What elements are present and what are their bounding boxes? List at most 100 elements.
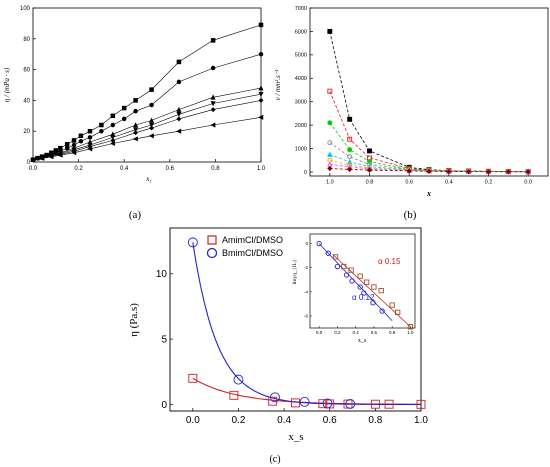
panel-c-legend: AmimCl/DMSO BmimCl/DMSO xyxy=(206,235,283,259)
inset-axis-ticks: 0.0 0.2 0.4 0.6 0.8 1.0 0 -2 -4 -6 xyxy=(304,241,414,335)
panel-c: 0.0 0.2 0.4 0.6 0.8 1.0 0 5 10 AmimCl/DMSO BmimC… xyxy=(128,227,429,465)
panel-b-point-7 xyxy=(525,169,531,175)
panel-c-x-tick-label: 0.2 xyxy=(232,415,246,426)
inset-point-bmimcl xyxy=(357,284,363,290)
panel-b-point-7 xyxy=(505,169,511,175)
panel-b-series xyxy=(327,28,531,175)
panel-a-point-square xyxy=(110,113,116,119)
panel-a-point-triangle-up xyxy=(149,117,155,123)
inset-annotation-amimcl: α 0.15 xyxy=(378,257,401,266)
panel-a-point-circle xyxy=(133,108,138,114)
panel-b-y-tick-label: 2000 xyxy=(295,123,307,129)
panel-c-point-amimcl xyxy=(229,390,239,400)
panel-b-series-line-5 xyxy=(329,159,529,173)
panel-a-y-tick-label: 20 xyxy=(23,129,30,135)
panel-a-point-square xyxy=(78,133,84,139)
panel-a: 0.0 0.2 0.4 0.6 0.8 1.0 0 20 40 60 80 100 x₁ η / (m… xyxy=(3,6,266,221)
panel-c-point-amimcl xyxy=(325,399,335,409)
panel-a-point-triangle-left xyxy=(30,157,36,163)
panel-a-point-triangle-left xyxy=(109,140,116,147)
panel-a-y-tick-label: 100 xyxy=(20,6,31,12)
panel-b-point-7 xyxy=(406,168,412,174)
panel-b-point-7 xyxy=(446,168,452,175)
panel-c-point-amimcl xyxy=(370,399,380,409)
panel-a-point-square xyxy=(121,105,127,111)
inset-x-label: x_s xyxy=(358,338,367,344)
panel-b-point-1 xyxy=(347,136,353,142)
panel-b-point-7 xyxy=(327,165,333,172)
panel-c-y-label: η (Pa.s) xyxy=(128,303,140,337)
panel-b-y-tick-label: 6000 xyxy=(295,29,307,35)
inset-point-amimcl xyxy=(389,302,395,308)
inset-point-amimcl xyxy=(332,254,339,260)
panel-a-point-circle xyxy=(121,116,127,122)
inset-x-tick-label: 0.4 xyxy=(353,330,360,335)
panel-a-point-square xyxy=(258,22,264,28)
panel-c-x-tick-label: 1.0 xyxy=(414,415,428,426)
panel-c-axis-ticks: 0.0 0.2 0.4 0.6 0.8 1.0 0 5 10 xyxy=(156,269,429,426)
inset-point-bmimcl xyxy=(361,290,367,296)
panel-b-point-2 xyxy=(347,147,353,153)
inset-point-amimcl xyxy=(348,267,354,273)
panel-c-x-label: x_s xyxy=(288,431,303,443)
panel-a-caption: (a) xyxy=(129,209,142,221)
panel-a-y-tick-label: 0 xyxy=(27,160,31,166)
panel-a-point-square xyxy=(87,128,93,134)
panel-a-point-triangle-left xyxy=(57,152,63,158)
panel-b-y-label: v / mm².s⁻¹ xyxy=(274,69,282,100)
panel-b-caption: (b) xyxy=(404,209,417,221)
panel-c-point-amimcl xyxy=(188,373,198,383)
panel-c-point-bmimcl xyxy=(322,398,333,409)
panel-a-x-label: x₁ xyxy=(145,175,152,183)
panel-b-point-7 xyxy=(466,168,472,175)
inset-point-amimcl xyxy=(363,279,370,285)
inset-y-tick-label: -6 xyxy=(304,313,308,318)
panel-a-point-circle xyxy=(64,145,70,151)
panel-b-point-1 xyxy=(327,88,333,94)
panel-b-point-0 xyxy=(367,148,372,154)
panel-a-point-triangle-left xyxy=(210,122,216,128)
panel-c-x-tick-label: 0.8 xyxy=(368,415,382,426)
panel-a-x-tick-label: 0.2 xyxy=(74,166,83,172)
panel-a-point-square xyxy=(64,142,70,147)
inset-y-tick-label: -2 xyxy=(304,265,308,270)
panel-c-point-amimcl xyxy=(291,398,300,408)
panel-a-point-triangle-down xyxy=(258,91,264,98)
inset-point-amimcl xyxy=(341,263,347,270)
inset-point-amimcl xyxy=(357,273,363,279)
inset-point-bmimcl xyxy=(379,308,385,314)
panel-b-point-3 xyxy=(327,140,333,146)
panel-b-y-tick-label: 7000 xyxy=(295,6,307,12)
panel-a-point-triangle-left xyxy=(48,154,54,160)
inset-point-amimcl xyxy=(378,287,384,294)
legend-label-bmimcl: BmimCl/DMSO xyxy=(222,248,283,258)
inset-annotation-bmimcl: α 0.12 xyxy=(352,293,375,302)
panel-c-series xyxy=(187,237,426,409)
panel-b-point-4 xyxy=(327,151,333,157)
panel-b-series-line-0 xyxy=(329,31,529,173)
panel-a-point-triangle-down xyxy=(110,135,116,141)
panel-b-y-tick-label: 3000 xyxy=(295,100,307,106)
panel-a-point-diamond xyxy=(176,116,182,122)
panel-a-point-triangle-left xyxy=(176,128,182,134)
panel-b-point-0 xyxy=(347,116,353,122)
panel-c-x-tick-label: 0.4 xyxy=(277,415,291,426)
panel-a-point-circle xyxy=(149,102,154,108)
panel-a-series xyxy=(30,22,264,163)
panel-a-point-diamond xyxy=(149,125,154,131)
panel-a-point-triangle-left xyxy=(39,155,45,161)
panel-c-y-tick-label: 0 xyxy=(161,400,167,411)
panel-c-point-bmimcl xyxy=(270,392,280,403)
panel-b-point-7 xyxy=(347,166,353,173)
panel-a-point-triangle-up xyxy=(258,85,264,91)
inset-point-bmimcl xyxy=(334,263,341,270)
inset-y-tick-label: -4 xyxy=(304,289,308,294)
panel-a-y-tick-label: 80 xyxy=(23,37,30,43)
legend-marker-amimcl xyxy=(207,235,217,245)
panel-c-x-tick-label: 0.6 xyxy=(323,415,337,426)
panel-a-point-triangle-up xyxy=(133,122,139,128)
panel-b-point-7 xyxy=(426,168,432,174)
inset-x-tick-label: 0.8 xyxy=(389,330,396,335)
panel-b-x-label: x xyxy=(426,189,431,198)
